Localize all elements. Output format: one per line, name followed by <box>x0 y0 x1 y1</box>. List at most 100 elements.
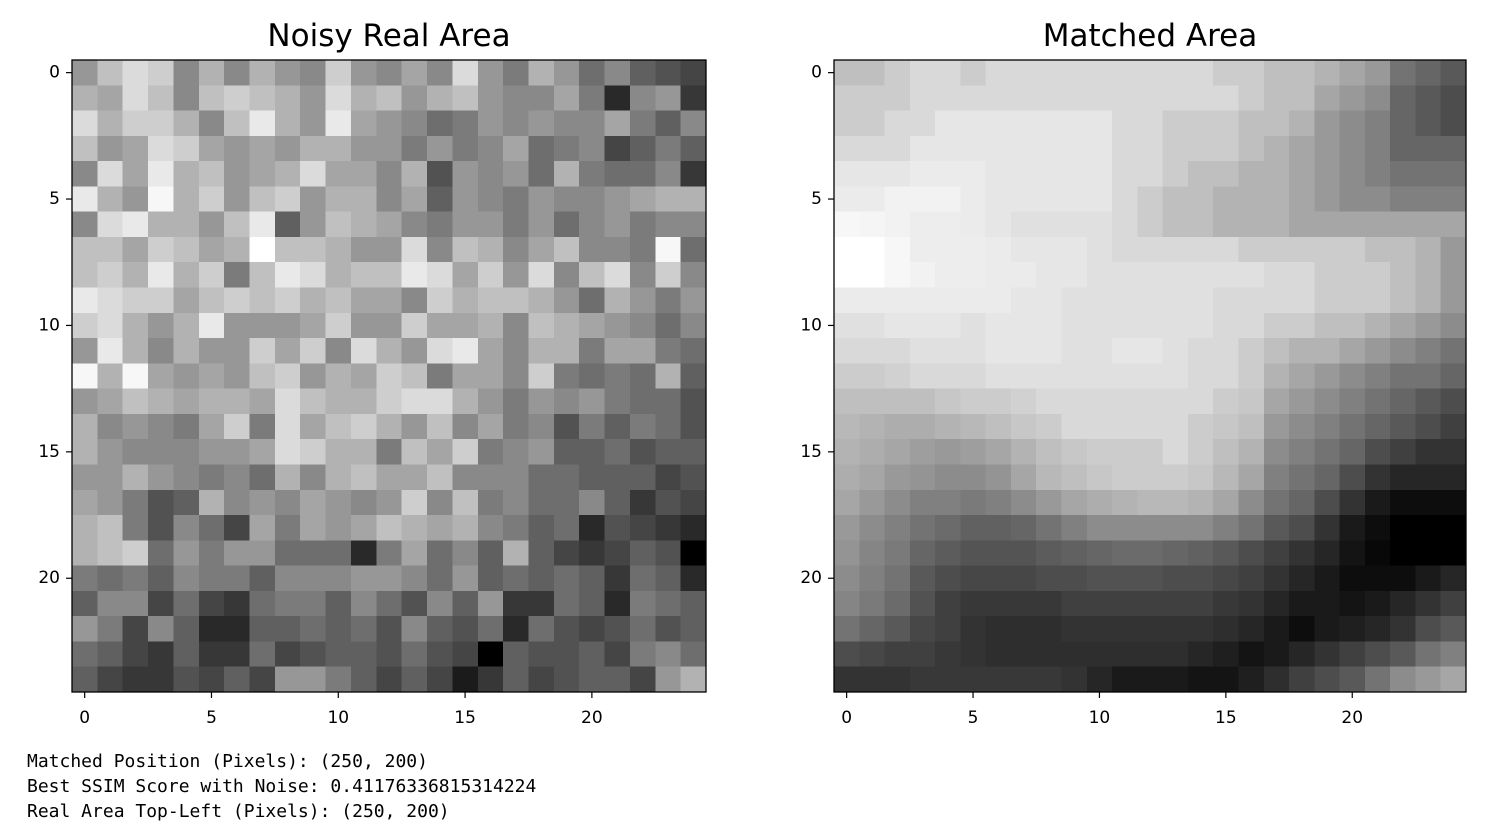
cell <box>72 338 98 364</box>
cell <box>935 338 961 364</box>
cell <box>1061 641 1088 668</box>
cell <box>985 616 1012 642</box>
cell <box>173 464 200 491</box>
cell <box>148 439 174 465</box>
cell <box>274 464 301 491</box>
cell <box>528 287 555 314</box>
cell <box>629 641 656 668</box>
cell <box>884 515 911 541</box>
cell <box>884 464 911 491</box>
cell <box>1415 262 1442 288</box>
cell <box>884 236 911 263</box>
cell <box>224 338 250 364</box>
cell <box>834 60 860 86</box>
cell <box>1238 85 1265 111</box>
cell <box>528 186 555 213</box>
cell <box>452 236 479 263</box>
cell <box>604 135 631 162</box>
x-tick-label: 0 <box>79 708 90 728</box>
cell <box>401 616 428 642</box>
cell <box>173 363 200 390</box>
cell <box>1238 413 1265 440</box>
cell <box>680 161 707 187</box>
cell <box>604 186 631 213</box>
cell <box>401 388 428 415</box>
cell <box>1415 590 1442 617</box>
cell <box>909 515 936 541</box>
cell <box>1440 666 1467 693</box>
cell <box>1314 262 1340 288</box>
cell <box>1390 60 1416 86</box>
x-tick-label: 20 <box>581 708 603 728</box>
cell <box>300 388 326 415</box>
cell <box>960 186 987 213</box>
cell <box>173 540 200 566</box>
cell <box>122 110 149 137</box>
cell <box>528 565 555 592</box>
cell <box>1440 388 1467 415</box>
cell <box>72 616 98 642</box>
cell <box>198 515 225 541</box>
cell <box>1339 60 1366 86</box>
cell <box>1010 135 1037 162</box>
cell <box>909 489 936 516</box>
cell <box>1364 388 1391 415</box>
cell <box>452 439 479 465</box>
cell <box>350 161 377 187</box>
cell <box>427 186 453 213</box>
cell <box>1364 590 1391 617</box>
cell <box>325 489 352 516</box>
y-tick-label: 5 <box>49 189 60 209</box>
cell <box>1213 515 1239 541</box>
cell <box>1036 641 1062 668</box>
cell <box>985 413 1012 440</box>
cell <box>1390 565 1416 592</box>
cell <box>72 464 98 491</box>
cell <box>884 211 911 238</box>
cell <box>148 363 174 390</box>
cell <box>1238 338 1265 364</box>
cell <box>173 439 200 465</box>
cell <box>1364 363 1391 390</box>
x-tick-label: 10 <box>1089 708 1111 728</box>
x-tick-label: 5 <box>206 708 217 728</box>
cell <box>148 489 174 516</box>
cell <box>452 161 479 187</box>
cell <box>1339 312 1366 339</box>
cell <box>452 338 479 364</box>
cell <box>1162 236 1189 263</box>
cell <box>604 262 631 288</box>
cell <box>629 540 656 566</box>
cell <box>553 439 580 465</box>
cell <box>325 388 352 415</box>
cell <box>198 641 225 668</box>
cell <box>629 110 656 137</box>
cell <box>553 287 580 314</box>
cell <box>1162 110 1189 137</box>
cell <box>680 616 707 642</box>
cell <box>300 110 326 137</box>
cell <box>1415 60 1442 86</box>
cell <box>97 590 124 617</box>
cell <box>680 590 707 617</box>
cell <box>1112 312 1138 339</box>
cell <box>401 312 428 339</box>
cell <box>274 388 301 415</box>
cell <box>1137 439 1164 465</box>
cell <box>680 413 707 440</box>
cell <box>325 236 352 263</box>
cell <box>1289 439 1315 465</box>
cell <box>1010 60 1037 86</box>
cell <box>427 338 453 364</box>
cell <box>859 110 885 137</box>
cell <box>1440 616 1467 642</box>
cell <box>477 515 504 541</box>
cell <box>528 515 555 541</box>
cell <box>122 312 149 339</box>
cell <box>1010 641 1037 668</box>
cell <box>274 287 301 314</box>
cell <box>173 666 200 693</box>
cell <box>1213 85 1239 111</box>
cell <box>985 135 1012 162</box>
cell <box>909 110 936 137</box>
